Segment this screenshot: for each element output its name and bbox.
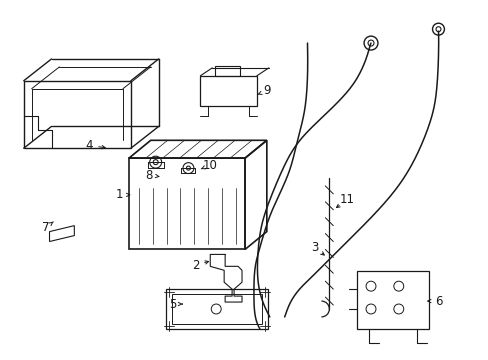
Text: 9: 9 (263, 84, 270, 97)
Text: 10: 10 (203, 159, 217, 172)
Text: 4: 4 (85, 139, 93, 152)
Text: 3: 3 (310, 241, 318, 254)
Text: 1: 1 (115, 188, 122, 201)
Text: 11: 11 (339, 193, 354, 206)
Text: 5: 5 (168, 297, 176, 311)
Text: 7: 7 (41, 221, 49, 234)
Text: 2: 2 (191, 259, 199, 272)
Text: 6: 6 (434, 294, 441, 307)
Text: 8: 8 (145, 168, 152, 181)
